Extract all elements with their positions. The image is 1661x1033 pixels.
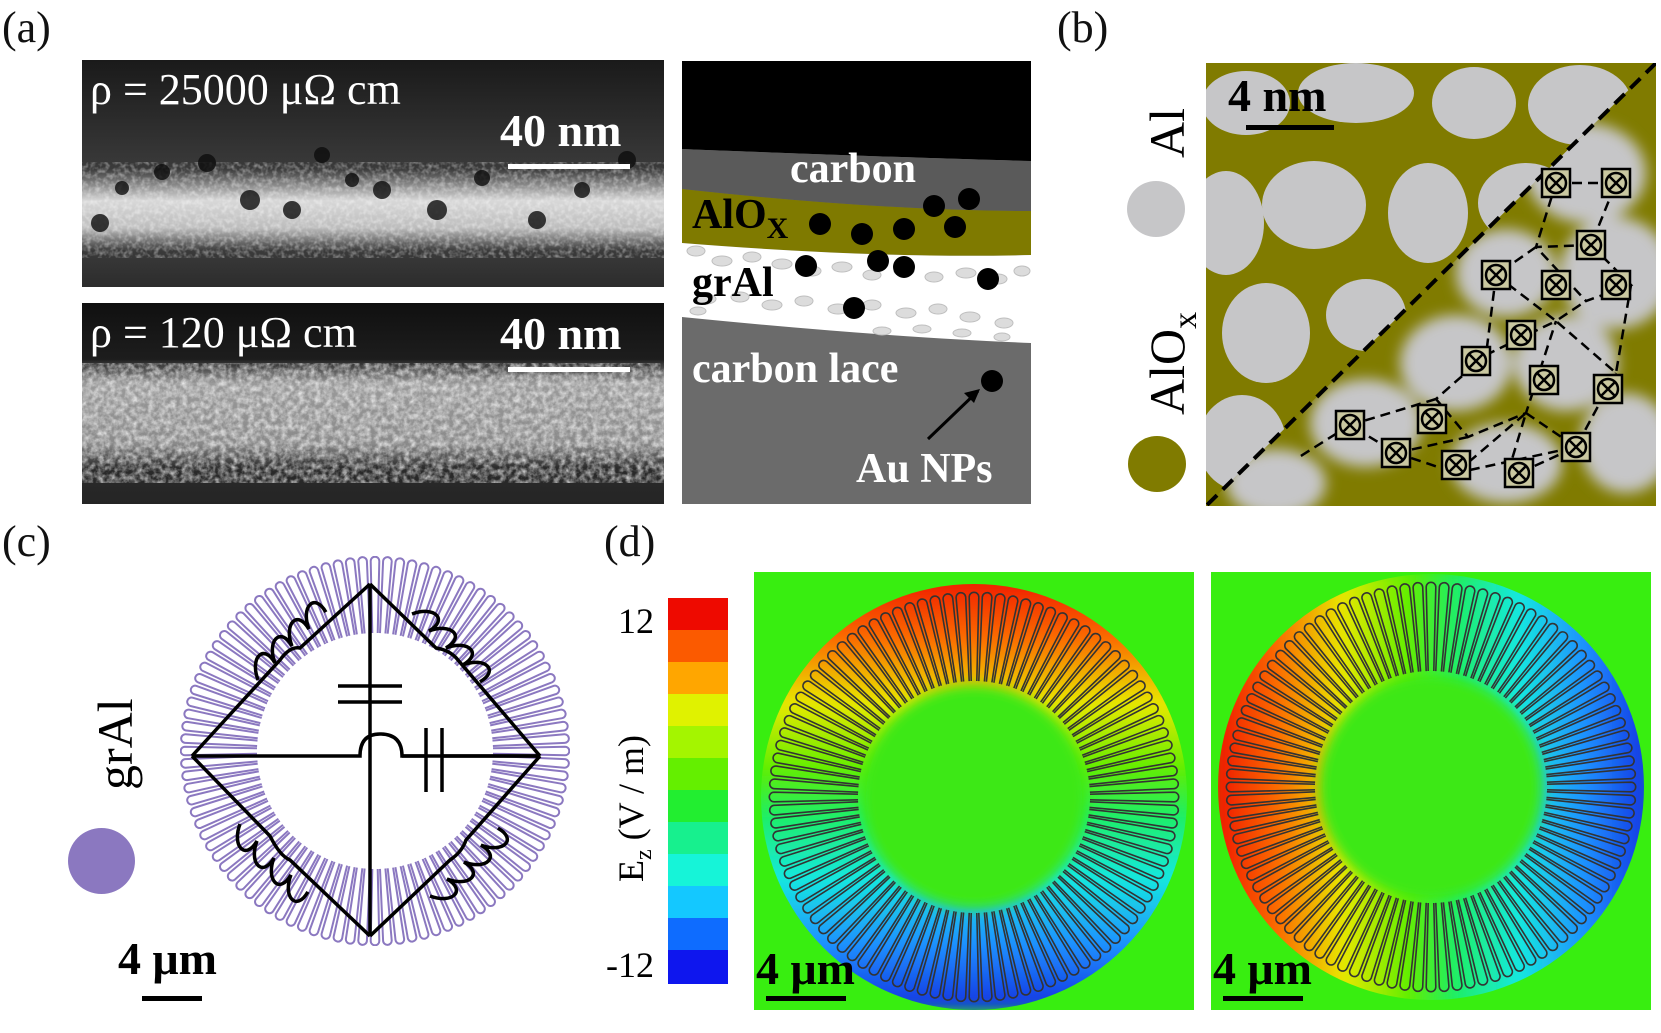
label-au-nps: Au NPs <box>856 446 993 492</box>
meander-overlay-right <box>1225 581 1637 993</box>
rho-label-top: ρ = 25000 μΩ cm <box>90 65 401 114</box>
label-gral: grAl <box>692 260 774 306</box>
panel-label-d: (d) <box>604 517 656 566</box>
granular-al-schematic: 4 nm <box>1206 63 1656 506</box>
colorbar <box>668 598 728 984</box>
junction-symbols <box>1334 167 1632 489</box>
scalebar-top <box>508 164 630 169</box>
tem-texture-top <box>82 60 664 287</box>
tem-image-bottom: ρ = 120 μΩ cm 40 nm <box>82 303 664 504</box>
scale-text-d-left: 4 μm <box>756 943 855 994</box>
equivalent-circuit <box>190 582 542 938</box>
tem-image-top: ρ = 25000 μΩ cm 40 nm <box>82 60 664 287</box>
meander-overlay-left <box>768 591 1180 1003</box>
colorbar-max-label: 12 <box>618 601 654 641</box>
legend-al-swatch <box>1127 181 1185 237</box>
legend-alox-label: AlOx <box>1139 311 1204 415</box>
legend-alox-label-box: AlOx <box>1130 265 1204 425</box>
panel-label-c: (c) <box>2 517 51 566</box>
label-carbon-lace: carbon lace <box>692 346 899 392</box>
meander-resonator <box>179 555 571 947</box>
field-map-right: 4 μm <box>1211 572 1651 1010</box>
colorbar-axis-label: Ez (V / m) <box>611 735 657 882</box>
scale-text-b: 4 nm <box>1228 70 1327 121</box>
legend-gral-label-box: grAl <box>80 690 143 800</box>
label-carbon: carbon <box>790 146 916 192</box>
legend-gral-label: grAl <box>87 698 143 790</box>
label-alox: AlOX <box>692 192 789 245</box>
legend-al-label: Al <box>1139 108 1195 158</box>
scale-text-top: 40 nm <box>500 105 622 156</box>
legend-al-label-box: Al <box>1130 100 1195 160</box>
scalebar-bottom <box>508 367 630 372</box>
meander-fingers <box>768 591 1180 1003</box>
resonator-circuit <box>179 555 571 947</box>
tem-texture-bottom <box>82 303 664 504</box>
panel-label-b: (b) <box>1057 3 1109 52</box>
scale-text-d-right: 4 μm <box>1213 943 1312 994</box>
inductor-coils <box>235 600 510 904</box>
meander-fingers <box>179 555 571 947</box>
cross-section-schematic: carbon AlOX grAl carbon lace Au NPs <box>682 61 1031 504</box>
legend-alox-swatch <box>1128 436 1186 492</box>
scalebar-c <box>142 996 202 1001</box>
scalebar-b <box>1246 125 1334 130</box>
colorbar-axis-box: Ez (V / m) <box>608 690 657 890</box>
cross-section-layers <box>682 61 1031 441</box>
granular-grains <box>1206 63 1656 506</box>
rho-label-bottom: ρ = 120 μΩ cm <box>90 308 357 357</box>
panel-label-a: (a) <box>2 3 51 52</box>
legend-gral-swatch <box>68 828 135 894</box>
meander-fingers <box>1225 581 1637 993</box>
colorbar-min-label: -12 <box>606 945 654 985</box>
scalebar-d-right <box>1223 996 1303 1001</box>
scale-text-bottom: 40 nm <box>500 308 622 359</box>
scalebar-d-left <box>766 996 846 1001</box>
scale-text-c: 4 μm <box>118 933 217 984</box>
field-ring-right <box>1211 572 1651 1010</box>
colorbar-steps <box>668 598 728 984</box>
field-map-left: 4 μm <box>754 572 1194 1010</box>
field-ring-left <box>754 572 1194 1010</box>
